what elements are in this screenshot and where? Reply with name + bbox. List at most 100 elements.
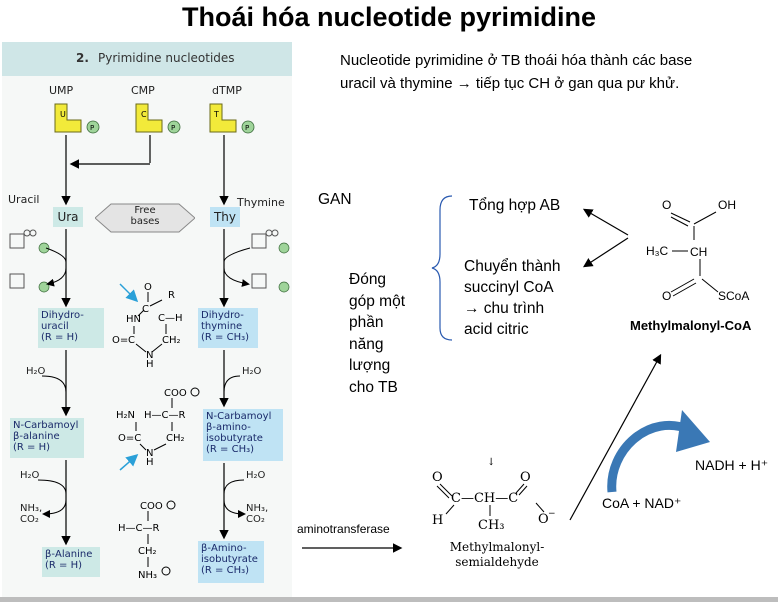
bottom-bar — [0, 597, 778, 602]
svg-text:CH₂: CH₂ — [138, 546, 157, 557]
n-carbamoyl-alanine-line-2: β-alanine — [13, 431, 60, 442]
svg-text:H₃C: H₃C — [646, 244, 669, 258]
gan-label: GAN — [318, 191, 352, 208]
svg-text:H: H — [146, 359, 154, 370]
svg-text:CH₃: CH₃ — [478, 518, 505, 533]
thymine-label: Thymine — [237, 196, 285, 209]
svg-text:H—C—R: H—C—R — [118, 523, 160, 534]
dihydrouracil-box: Dihydro- uracil (R = H) — [38, 308, 104, 348]
energy-line-1: Đóng — [349, 271, 387, 288]
co2-left: CO₂ — [20, 514, 39, 525]
n-carbamoyl-alanine-box: N-Carbamoyl β-alanine (R = H) — [10, 418, 84, 458]
n-carbamoyl-structure: COO H₂N H—C—R O=C CH₂ NH — [116, 387, 200, 471]
svg-text:O=C: O=C — [118, 433, 141, 444]
svg-text:H: H — [432, 513, 443, 528]
dihydrouracil-line-1: Dihydro- — [41, 310, 84, 321]
svg-text:T: T — [213, 110, 219, 119]
succinyl-line-4: acid citric — [464, 321, 529, 338]
svg-text:R: R — [168, 290, 175, 301]
svg-text:U: U — [60, 110, 66, 119]
panel-header-number: 2. — [76, 51, 89, 65]
svg-text:N: N — [146, 350, 153, 361]
aminotransferase-label: aminotransferase — [297, 522, 390, 536]
nadph-icon-left — [9, 229, 67, 293]
free-bases-line-2: bases — [130, 216, 160, 227]
svg-text:O: O — [662, 289, 671, 303]
n-carbamoyl-alanine-line-3: (R = H) — [13, 442, 51, 453]
dihydrothymine-line-2: thymine — [201, 321, 243, 332]
dihydrothymine-line-3: (R = CH₃) — [201, 332, 249, 343]
svg-text:NH₃: NH₃ — [138, 570, 157, 581]
slide-title: Thoái hóa nucleotide pyrimidine — [181, 2, 597, 32]
beta-aib-line-3: (R = CH₃) — [201, 565, 249, 576]
beta-amino-acid-structure: COO H—C—R CH₂ NH₃ — [118, 500, 176, 581]
succinyl-line-1: Chuyển thành — [464, 258, 561, 275]
svg-text:CH: CH — [690, 245, 707, 259]
svg-text:C—CH—C: C—CH—C — [451, 491, 518, 506]
energy-line-3: phần — [349, 314, 384, 331]
h2o-left-1: H₂O — [26, 366, 46, 377]
beta-aib-line-1: β-Amino- — [201, 543, 247, 554]
svg-text:C: C — [142, 304, 149, 315]
free-bases-arrow — [95, 203, 195, 233]
svg-text:C—H: C—H — [158, 313, 183, 324]
n-carbamoyl-aib-line-4: (R = CH₃) — [206, 444, 254, 455]
beta-aminoisobutyrate-box: β-Amino- isobutyrate (R = CH₃) — [198, 541, 264, 583]
semialdehyde-line-2: semialdehyde — [455, 555, 539, 569]
energy-note: Đóng góp một phần năng lượng cho TB — [349, 269, 405, 398]
svg-text:H—C—R: H—C—R — [144, 410, 186, 421]
svg-text:O: O — [538, 512, 549, 527]
n-carbamoyl-aminoisobutyrate-box: N-Carbamoyl β-amino- isobutyrate (R = CH… — [203, 409, 283, 461]
svg-text:O: O — [520, 470, 531, 485]
svg-text:O: O — [662, 198, 671, 212]
svg-text:C: C — [128, 335, 135, 346]
nh3-right: NH₃, — [246, 503, 269, 514]
ump-shape: U P — [54, 103, 100, 134]
svg-text:COO: COO — [164, 388, 187, 399]
h2o-right-1: H₂O — [242, 366, 262, 377]
svg-text:COO: COO — [140, 501, 163, 512]
dihydropyrimidine-structure: O C R C—H HN CH₂ C N H O= — [112, 282, 183, 370]
h2o-right-2: H₂O — [246, 470, 266, 481]
co2-right: CO₂ — [246, 514, 265, 525]
thy-box: Thy — [210, 207, 240, 227]
svg-text:SCoA: SCoA — [718, 289, 749, 303]
semialdehyde-line-1: Methylmalonyl- — [449, 540, 545, 554]
svg-text:−: − — [548, 509, 556, 519]
svg-text:P: P — [90, 124, 94, 132]
svg-text:HN: HN — [126, 314, 141, 325]
n-carbamoyl-aib-line-1: N-Carbamoyl — [206, 411, 272, 422]
dihydrothymine-box: Dihydro- thymine (R = CH₃) — [198, 308, 258, 348]
intro-line-2: uracil và thymine → tiếp tục CH ở gan qu… — [340, 75, 680, 92]
n-carbamoyl-aib-line-3: isobutyrate — [206, 433, 263, 444]
svg-text:O: O — [432, 470, 443, 485]
nh3-co2-right: NH₃, CO₂ — [246, 503, 268, 525]
n-carbamoyl-aib-line-2: β-amino- — [206, 422, 251, 433]
panel-header: 2. Pyrimidine nucleotides — [2, 42, 292, 76]
svg-text:P: P — [245, 124, 249, 132]
beta-alanine-box: β-Alanine (R = H) — [42, 547, 100, 577]
h2o-left-2: H₂O — [20, 470, 40, 481]
methylmalonyl-coa-structure: O OH H₃C CH O SCoA — [646, 198, 749, 303]
svg-text:O=: O= — [112, 335, 128, 346]
svg-text:H₂N: H₂N — [116, 410, 135, 421]
succinyl-note: Chuyển thành succinyl CoA → chu trình ac… — [464, 256, 561, 340]
nad-curved-arrow — [607, 420, 692, 493]
n-carbamoyl-alanine-line-1: N-Carbamoyl — [13, 420, 79, 431]
svg-text:H: H — [146, 457, 154, 468]
brace — [431, 195, 453, 341]
cmp-shape: C P — [135, 103, 181, 134]
succinyl-line-3: → chu trình — [464, 300, 545, 317]
energy-line-5: lượng — [349, 357, 391, 374]
ura-box: Ura — [53, 207, 83, 227]
nadh-label: NADH + H⁺ — [695, 457, 769, 473]
energy-line-6: cho TB — [349, 378, 398, 396]
uracil-label: Uracil — [8, 193, 40, 206]
beta-aib-line-2: isobutyrate — [201, 554, 258, 565]
dihydrouracil-line-3: (R = H) — [41, 332, 79, 343]
energy-line-4: năng — [349, 335, 384, 353]
panel-header-text: Pyrimidine nucleotides — [98, 51, 235, 65]
semialdehyde-label: Methylmalonyl- semialdehyde — [442, 540, 552, 570]
svg-text:O: O — [144, 282, 152, 293]
